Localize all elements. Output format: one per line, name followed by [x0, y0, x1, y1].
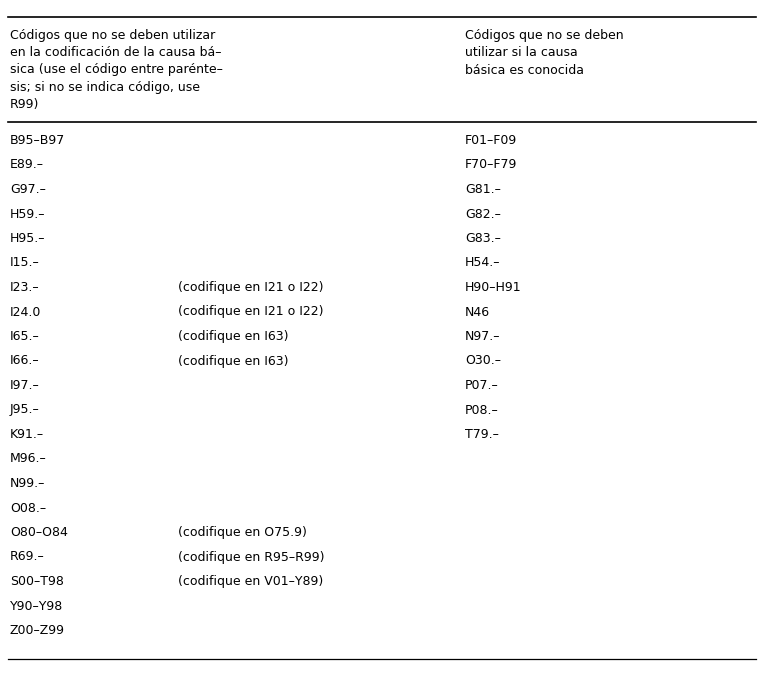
Text: básica es conocida: básica es conocida [465, 64, 584, 77]
Text: H59.–: H59.– [10, 207, 45, 221]
Text: H95.–: H95.– [10, 232, 45, 245]
Text: H90–H91: H90–H91 [465, 281, 522, 294]
Text: P08.–: P08.– [465, 403, 499, 416]
Text: G81.–: G81.– [465, 183, 501, 196]
Text: (codifique en I21 o I22): (codifique en I21 o I22) [178, 281, 323, 294]
Text: (codifique en V01–Y89): (codifique en V01–Y89) [178, 575, 323, 588]
Text: N99.–: N99.– [10, 477, 45, 490]
Text: (codifique en I63): (codifique en I63) [178, 330, 289, 343]
Text: utilizar si la causa: utilizar si la causa [465, 46, 578, 60]
Text: K91.–: K91.– [10, 428, 44, 441]
Text: I66.–: I66.– [10, 355, 40, 368]
Text: H54.–: H54.– [465, 257, 500, 269]
Text: I65.–: I65.– [10, 330, 40, 343]
Text: E89.–: E89.– [10, 158, 44, 171]
Text: O30.–: O30.– [465, 355, 501, 368]
Text: en la codificación de la causa bá–: en la codificación de la causa bá– [10, 46, 221, 60]
Text: T79.–: T79.– [465, 428, 499, 441]
Text: (codifique en I63): (codifique en I63) [178, 355, 289, 368]
Text: O08.–: O08.– [10, 502, 46, 515]
Text: Y90–Y98: Y90–Y98 [10, 600, 64, 613]
Text: M96.–: M96.– [10, 452, 47, 466]
Text: F01–F09: F01–F09 [465, 134, 517, 147]
Text: G97.–: G97.– [10, 183, 46, 196]
Text: I15.–: I15.– [10, 257, 40, 269]
Text: sis; si no se indica código, use: sis; si no se indica código, use [10, 81, 200, 93]
Text: (codifique en I21 o I22): (codifique en I21 o I22) [178, 305, 323, 318]
Text: F70–F79: F70–F79 [465, 158, 517, 171]
Text: I24.0: I24.0 [10, 305, 41, 318]
Text: I23.–: I23.– [10, 281, 40, 294]
Text: G83.–: G83.– [465, 232, 501, 245]
Text: G82.–: G82.– [465, 207, 501, 221]
Text: N97.–: N97.– [465, 330, 500, 343]
Text: B95–B97: B95–B97 [10, 134, 65, 147]
Text: Z00–Z99: Z00–Z99 [10, 624, 65, 637]
Text: N46: N46 [465, 305, 490, 318]
Text: I97.–: I97.– [10, 379, 40, 392]
Text: sica (use el código entre parénte–: sica (use el código entre parénte– [10, 64, 223, 77]
Text: O80–O84: O80–O84 [10, 526, 68, 539]
Text: Códigos que no se deben utilizar: Códigos que no se deben utilizar [10, 29, 215, 42]
Text: (codifique en O75.9): (codifique en O75.9) [178, 526, 307, 539]
Text: Códigos que no se deben: Códigos que no se deben [465, 29, 624, 42]
Text: R69.–: R69.– [10, 550, 44, 563]
Text: R99): R99) [10, 98, 39, 111]
Text: P07.–: P07.– [465, 379, 499, 392]
Text: S00–T98: S00–T98 [10, 575, 64, 588]
Text: (codifique en R95–R99): (codifique en R95–R99) [178, 550, 325, 563]
Text: J95.–: J95.– [10, 403, 40, 416]
